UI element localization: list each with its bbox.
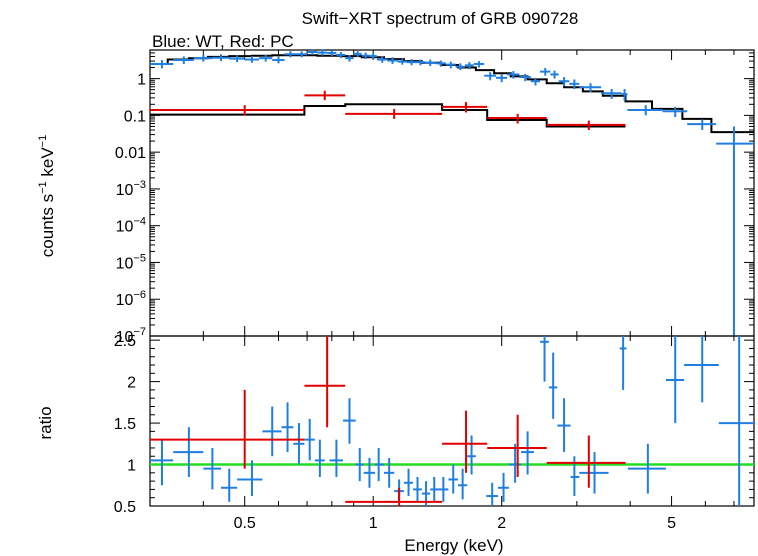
y-tick-label: 0.1 <box>124 108 146 125</box>
ratio-axis-title: ratio <box>36 406 55 439</box>
y-tick-label: 2 <box>127 375 136 392</box>
top-panel: 1 0.1 0.01 10−3 10−4 10−5 10−6 10−7 <box>115 49 755 346</box>
counts-axis-title-exp1: −1 <box>37 181 49 194</box>
y-tick-label: 10−6 <box>116 289 146 309</box>
x-tick-label: 5 <box>667 515 676 532</box>
y-tick-label: 1 <box>127 458 136 475</box>
counts-axis-title: counts s−1 keV−1 <box>37 135 57 257</box>
y-tick-label: 10−7 <box>116 326 146 346</box>
y-tick-label: 0.01 <box>115 145 146 162</box>
model-curve-pc <box>150 103 626 128</box>
ratio-panel-frame <box>149 335 755 507</box>
x-tick-label: 1 <box>369 515 378 532</box>
y-tick-label: 10−5 <box>116 252 146 272</box>
spectrum-panel-frame <box>149 49 755 337</box>
counts-axis-title-mid: keV <box>38 147 57 182</box>
y-tick-label: 0.5 <box>114 499 136 516</box>
bottom-panel: 0.5 1 2 5 0.5 1 1.5 2 2.5 <box>114 333 755 532</box>
chart-title: Swift−XRT spectrum of GRB 090728 <box>302 9 579 28</box>
y-tick-label: 10−3 <box>116 179 146 199</box>
x-axis-title: Energy (keV) <box>404 536 503 555</box>
chart-subtitle: Blue: WT, Red: PC <box>152 32 294 51</box>
x-tick-label: 2 <box>497 515 506 532</box>
y-tick-label: 10−4 <box>116 216 146 236</box>
y-tick-label: 2.5 <box>114 333 136 350</box>
model-curve-wt <box>150 54 754 134</box>
counts-axis-title-exp2: −1 <box>37 135 49 148</box>
x-tick-label: 0.5 <box>234 515 256 532</box>
y-tick-label: 1 <box>137 72 146 89</box>
counts-axis-title-main: counts s <box>38 194 57 257</box>
y-tick-label: 1.5 <box>114 416 136 433</box>
